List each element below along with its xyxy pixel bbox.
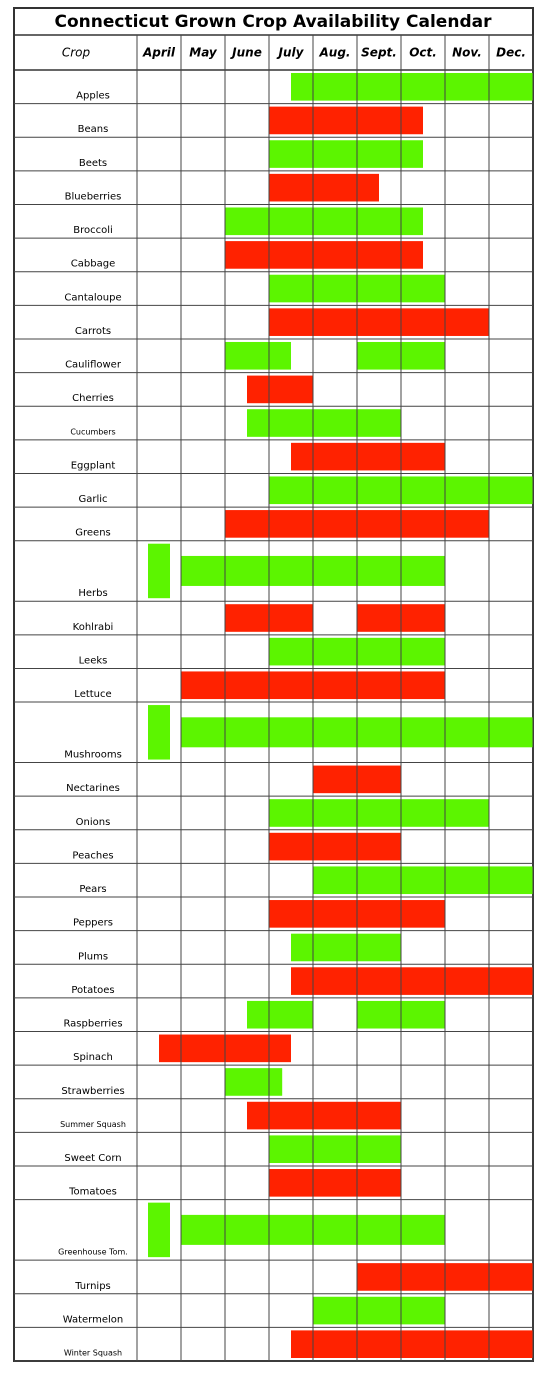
crop-name: Blueberries: [65, 191, 122, 202]
crop-name: Cherries: [72, 393, 114, 404]
crop-name: Beans: [78, 124, 109, 135]
crop-name: Carrots: [75, 326, 111, 337]
crop-name: Beets: [79, 158, 107, 169]
crop-name: Apples: [76, 91, 110, 102]
crop-name: Cantaloupe: [64, 292, 121, 303]
month-header: Dec.: [496, 46, 526, 60]
crop-name: Cauliflower: [65, 360, 122, 371]
availability-bar: [291, 967, 533, 995]
crop-name: Peppers: [73, 918, 113, 929]
crop-name: Greenhouse Tom.: [58, 1248, 128, 1257]
availability-bar: [291, 73, 533, 101]
crop-name: Watermelon: [63, 1314, 124, 1325]
crop-name: Broccoli: [73, 225, 113, 236]
availability-bar: [247, 375, 313, 404]
availability-bar: [313, 866, 533, 895]
availability-bar: [247, 1000, 313, 1029]
month-header: Nov.: [452, 46, 482, 60]
availability-bar: [269, 140, 423, 168]
crop-name: Greens: [75, 528, 111, 539]
crop-name: Strawberries: [61, 1086, 124, 1097]
availability-bar: [225, 207, 423, 236]
availability-bar: [225, 341, 291, 370]
availability-bar: [247, 409, 401, 437]
crop-name: Raspberries: [63, 1019, 122, 1030]
crop-name: Mushrooms: [64, 750, 122, 761]
crop-name: Lettuce: [74, 689, 111, 700]
crop-name: Herbs: [78, 588, 107, 599]
crop-name: Sweet Corn: [64, 1153, 121, 1164]
availability-bar: [291, 933, 401, 962]
crop-name: Kohlrabi: [73, 622, 114, 633]
crop-name: Garlic: [78, 494, 107, 505]
crop-name: Eggplant: [71, 460, 116, 471]
crop-name: Turnips: [74, 1281, 111, 1292]
month-header: June: [230, 46, 262, 60]
availability-bar: [269, 799, 489, 827]
crop-name: Potatoes: [71, 985, 114, 996]
crop-name: Cabbage: [71, 259, 115, 270]
month-header: July: [277, 46, 305, 60]
availability-bar: [269, 308, 489, 336]
availability-bar: [148, 705, 170, 760]
availability-bar: [269, 106, 423, 135]
month-header: Sept.: [361, 46, 397, 60]
crop-name: Leeks: [79, 655, 108, 666]
title: Connecticut Grown Crop Availability Cale…: [55, 12, 493, 32]
availability-bar: [269, 1169, 401, 1197]
crop-name: Cucumbers: [70, 427, 115, 436]
availability-bar: [291, 1330, 533, 1358]
crop-name: Nectarines: [66, 783, 120, 794]
crop-name: Winter Squash: [64, 1349, 122, 1358]
crop-name: Pears: [79, 884, 106, 895]
availability-bar: [225, 1068, 283, 1096]
month-header: Aug.: [319, 46, 351, 60]
crop-name: Tomatoes: [68, 1187, 117, 1198]
availability-bar: [269, 832, 401, 861]
crop-name: Plums: [78, 951, 108, 962]
availability-bar: [269, 173, 379, 202]
availability-bar: [269, 1135, 401, 1164]
month-header: Oct.: [409, 46, 437, 60]
month-header: May: [189, 46, 218, 60]
availability-bar: [225, 241, 423, 269]
month-header: April: [142, 46, 176, 60]
crop-name: Summer Squash: [60, 1120, 126, 1129]
availability-bar: [148, 1202, 170, 1258]
availability-bar: [291, 442, 445, 471]
crop-name: Spinach: [73, 1052, 113, 1063]
crop-name: Onions: [76, 817, 111, 828]
crop-header: Crop: [62, 46, 91, 60]
crop-name: Peaches: [72, 850, 113, 861]
availability-bar: [247, 1101, 401, 1130]
availability-bar: [148, 543, 170, 599]
availability-bar: [313, 1296, 445, 1325]
